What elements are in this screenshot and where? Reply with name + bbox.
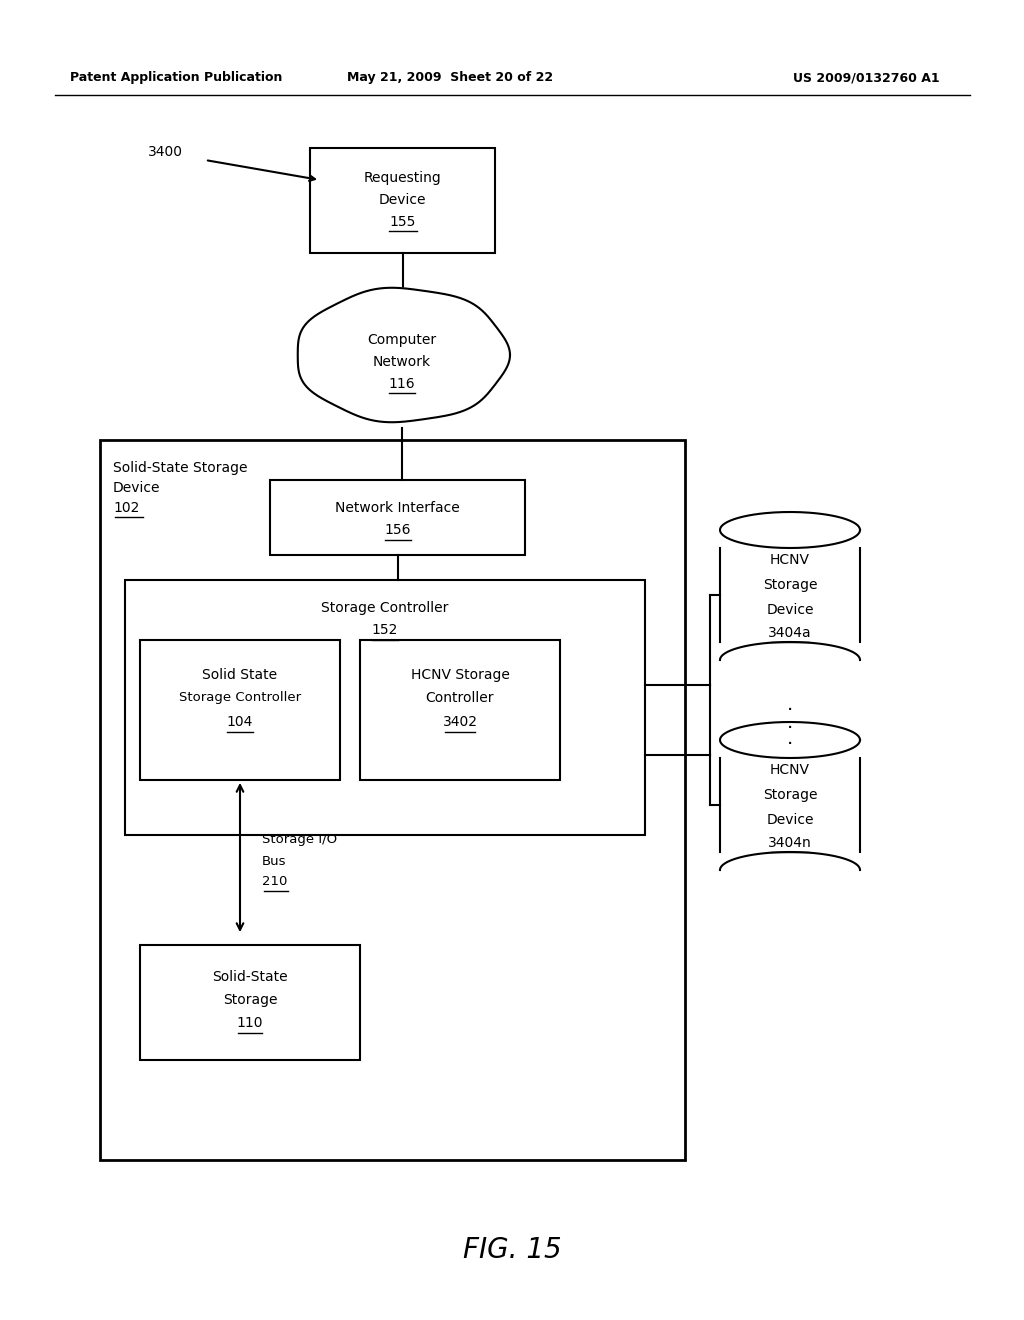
Text: HCNV: HCNV [770,553,810,568]
Text: Bus: Bus [262,855,287,869]
Text: FIG. 15: FIG. 15 [463,1236,561,1265]
Text: Network: Network [373,355,431,370]
Text: Storage: Storage [223,993,278,1007]
Polygon shape [720,722,860,758]
Text: 3400: 3400 [148,145,183,158]
Bar [360,640,560,780]
Bar [140,640,340,780]
Text: Device: Device [766,603,814,616]
Bar [270,480,525,554]
Text: Controller: Controller [426,690,495,705]
Text: Device: Device [113,480,161,495]
Text: 155: 155 [389,215,416,228]
Text: Storage I/O: Storage I/O [262,833,337,846]
Bar [100,440,685,1160]
Text: 210: 210 [262,875,288,888]
Bar [125,579,645,836]
Text: 110: 110 [237,1016,263,1030]
Text: Storage: Storage [763,578,817,591]
Text: Storage Controller: Storage Controller [322,601,449,615]
Text: Solid State: Solid State [203,668,278,682]
Text: .: . [786,696,794,714]
Text: HCNV Storage: HCNV Storage [411,668,509,682]
Text: Requesting: Requesting [364,172,441,185]
Text: .: . [786,730,794,748]
Polygon shape [720,512,860,548]
Text: US 2009/0132760 A1: US 2009/0132760 A1 [794,71,940,84]
Bar [140,945,360,1060]
Polygon shape [298,288,510,422]
Text: 3404n: 3404n [768,836,812,850]
Bar [310,148,495,253]
Text: .: . [786,713,794,731]
Text: Device: Device [379,193,426,207]
Text: 152: 152 [372,623,398,638]
Text: Network Interface: Network Interface [335,502,460,515]
Text: May 21, 2009  Sheet 20 of 22: May 21, 2009 Sheet 20 of 22 [347,71,553,84]
Text: Patent Application Publication: Patent Application Publication [70,71,283,84]
Text: 116: 116 [389,378,416,391]
Text: Solid-State Storage: Solid-State Storage [113,461,248,475]
Text: 102: 102 [113,502,139,515]
Text: HCNV: HCNV [770,763,810,777]
Text: 3402: 3402 [442,715,477,729]
Text: 156: 156 [384,523,411,537]
Text: Device: Device [766,813,814,828]
Text: Computer: Computer [368,333,436,347]
Text: 104: 104 [226,715,253,729]
Text: Storage: Storage [763,788,817,803]
Text: Solid-State: Solid-State [212,970,288,983]
Text: Storage Controller: Storage Controller [179,692,301,705]
Text: 3404a: 3404a [768,626,812,640]
